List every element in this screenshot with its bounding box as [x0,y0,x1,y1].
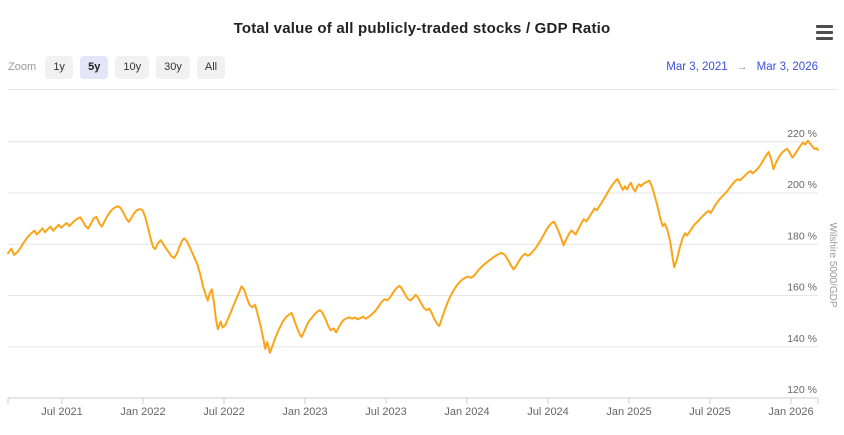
x-axis-label: Jul 2025 [689,406,731,418]
y-axis-label: 200 % [787,179,817,191]
x-axis-label: Jul 2021 [41,406,83,418]
hamburger-icon [816,37,833,40]
zoom-button-5y[interactable]: 5y [80,55,109,79]
y-axis-label: 140 % [787,333,817,345]
range-arrow-icon: → [736,61,748,73]
zoom-button-1y[interactable]: 1y [45,55,74,79]
x-axis-label: Jul 2022 [203,406,245,418]
x-axis-label: Jul 2024 [527,406,569,418]
y-axis-label: 180 % [787,230,817,242]
x-axis-label: Jan 2025 [606,406,651,418]
range-end-date[interactable]: Mar 3, 2026 [756,61,818,73]
zoom-button-group: 1y 5y 10y 30y All [45,55,232,79]
range-start-date[interactable]: Mar 3, 2021 [666,61,728,73]
x-axis-label: Jan 2023 [282,406,327,418]
x-axis-label: Jan 2022 [120,406,165,418]
page-title: Total value of all publicly-traded stock… [233,20,611,37]
zoom-toolbar: Zoom 1y 5y 10y 30y All [8,55,232,79]
hamburger-icon [816,31,833,34]
zoom-button-all[interactable]: All [196,55,226,79]
series-line-wilshire-5000-gdp[interactable] [7,139,819,354]
y-axis-label: 120 % [787,384,817,396]
x-axis-label: Jan 2024 [444,406,489,418]
x-axis-label: Jan 2026 [768,406,813,418]
zoom-button-10y[interactable]: 10y [115,55,150,79]
export-menu-button[interactable] [816,25,833,40]
zoom-label: Zoom [8,61,37,73]
y-axis-title: Wilshire 5000/GDP [827,222,838,307]
x-axis-label: Jul 2023 [365,406,407,418]
y-axis-label: 160 % [787,282,817,294]
y-axis-label: 220 % [787,128,817,140]
zoom-button-30y[interactable]: 30y [156,55,190,79]
hamburger-icon [816,25,833,28]
date-range: Mar 3, 2021 → Mar 3, 2026 [666,61,818,73]
